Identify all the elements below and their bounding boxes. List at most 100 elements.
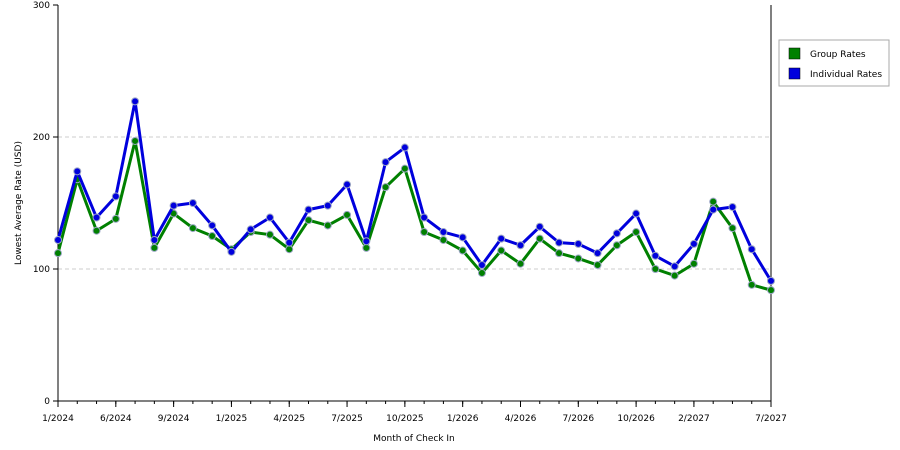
individual-rates-point <box>439 228 448 237</box>
individual-rates-point <box>420 213 429 222</box>
y-tick-label: 100 <box>33 265 50 275</box>
individual-rates-point <box>323 201 332 210</box>
group-rates-point <box>497 246 506 255</box>
individual-rates-point <box>54 235 62 244</box>
individual-rates-point <box>92 213 101 222</box>
individual-rates-point <box>131 97 140 106</box>
group-rates-point <box>381 183 390 192</box>
group-rates-line <box>56 139 772 292</box>
x-tick-label: 7/2026 <box>562 414 594 424</box>
individual-rates-point <box>381 158 390 167</box>
group-rates-point <box>131 136 140 145</box>
group-rates-point <box>747 280 756 289</box>
individual-rates-point <box>304 205 313 214</box>
group-rates-point <box>535 234 544 243</box>
group-rates-point <box>689 259 698 268</box>
group-rates-point <box>458 246 467 255</box>
group-rates-point <box>208 232 217 240</box>
group-rates-point <box>362 243 371 252</box>
individual-rates-point <box>188 199 197 207</box>
x-tick-label: 2/2027 <box>678 414 710 424</box>
x-tick-label: 1/2026 <box>447 414 479 424</box>
individual-rates-point <box>400 143 409 152</box>
individual-rates-point <box>227 247 236 256</box>
x-tick-label: 6/2024 <box>100 414 132 424</box>
individual-rates-point <box>574 239 583 248</box>
individual-rates-point <box>150 235 159 244</box>
individual-rates-point <box>535 222 544 231</box>
individual-rates-point <box>612 229 621 238</box>
legend-swatch-individual-rates <box>788 67 801 80</box>
x-axis-label: Month of Check In <box>373 434 455 444</box>
group-rates-point <box>285 245 294 254</box>
x-axis: 1/2024 6/2024 9/2024 1/2025 4/2025 7/2025 10/2… <box>42 401 787 424</box>
group-rates-point <box>651 265 660 273</box>
x-tick-label: 9/2024 <box>158 414 190 424</box>
group-rates-point <box>439 235 448 244</box>
x-tick-label: 7/2027 <box>755 414 787 424</box>
individual-rates-point <box>516 241 525 250</box>
individual-rates-point <box>767 276 775 285</box>
y-axis-label: Lowest Average Rate (USD) <box>14 141 24 265</box>
group-rates-point <box>767 286 775 295</box>
y-tick-label: 0 <box>44 397 50 407</box>
group-rates-point <box>516 259 525 268</box>
individual-rates-point <box>362 237 371 246</box>
group-rates-point <box>92 226 101 235</box>
x-tick-label: 10/2026 <box>617 414 655 424</box>
group-rates-point <box>343 210 352 219</box>
group-rates-point <box>574 254 583 263</box>
individual-rates-point <box>497 234 506 243</box>
individual-rates-point <box>651 251 660 260</box>
group-rates-point <box>54 249 62 258</box>
individual-rates-point <box>593 249 602 258</box>
group-rates-point <box>420 228 429 237</box>
individual-rates-point <box>728 202 737 211</box>
individual-rates-point <box>246 225 255 234</box>
group-rates-point <box>593 261 602 270</box>
group-rates-point <box>304 216 313 225</box>
x-tick-label: 4/2026 <box>505 414 537 424</box>
individual-rates-point <box>111 192 120 201</box>
group-rates-point <box>670 271 679 280</box>
group-rates-point <box>111 214 120 223</box>
individual-rates-point <box>670 262 679 271</box>
group-rates-point <box>265 230 274 239</box>
x-tick-label: 1/2025 <box>216 414 248 424</box>
individual-rates-point <box>265 213 274 222</box>
group-rates-point <box>709 197 718 206</box>
group-rates-point <box>612 241 621 250</box>
group-rates-point <box>188 224 197 233</box>
group-rates-point <box>477 268 486 277</box>
individual-rates-point <box>689 239 698 248</box>
y-tick-label: 200 <box>33 133 50 143</box>
individual-rates-line <box>56 99 773 282</box>
y-axis: 0 100 200 300 <box>33 1 58 407</box>
individual-rates-point <box>632 209 641 218</box>
individual-rates-point <box>458 233 467 242</box>
x-tick-label: 7/2025 <box>331 414 363 424</box>
group-rates-point <box>632 228 641 237</box>
series-layer <box>54 97 775 295</box>
legend-label-individual-rates: Individual Rates <box>810 70 882 80</box>
group-rates-point <box>400 164 409 173</box>
group-rates-point <box>555 249 564 258</box>
individual-rates-point <box>169 201 178 210</box>
group-rates-point <box>323 221 332 230</box>
individual-rates-point <box>709 205 718 214</box>
x-tick-label: 4/2025 <box>273 414 305 424</box>
individual-rates-point <box>73 167 82 176</box>
legend-swatch-group-rates <box>788 47 801 60</box>
legend: Group Rates Individual Rates <box>778 39 890 87</box>
group-rates-point <box>728 224 737 233</box>
individual-rates-point <box>747 245 756 254</box>
group-rates-point <box>150 243 159 252</box>
individual-rates-point <box>208 221 217 230</box>
x-tick-label: 10/2025 <box>386 414 423 424</box>
individual-rates-point <box>477 261 486 270</box>
individual-rates-point <box>555 238 564 247</box>
individual-rates-point <box>285 238 294 247</box>
plot-area <box>57 5 772 402</box>
x-tick-label: 1/2024 <box>42 414 74 424</box>
